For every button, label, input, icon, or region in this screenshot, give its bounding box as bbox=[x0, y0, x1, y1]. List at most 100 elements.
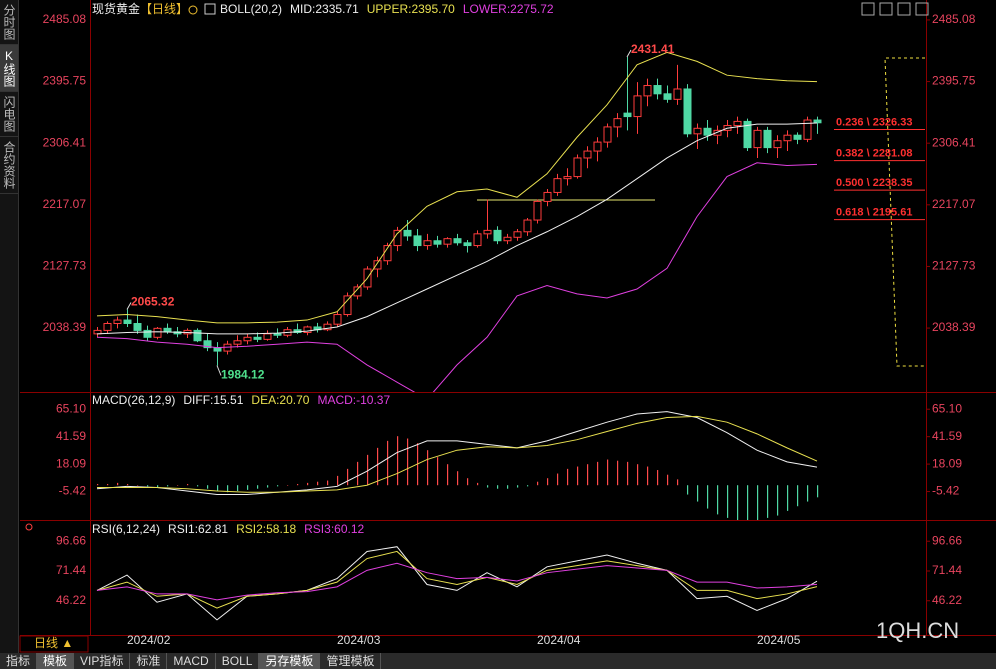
candle-body bbox=[433, 240, 442, 245]
macd-bar bbox=[527, 485, 529, 487]
candle-body bbox=[103, 323, 112, 331]
y-tick-label: 2127.73 bbox=[43, 259, 87, 273]
candle-body bbox=[413, 235, 422, 247]
indicator-name: BOLL(20,2) bbox=[220, 2, 282, 16]
macd-bar bbox=[817, 485, 819, 498]
candle-body bbox=[773, 140, 782, 149]
macd-bar bbox=[367, 454, 369, 486]
macd-bar bbox=[767, 485, 769, 518]
macd-bar bbox=[537, 481, 539, 486]
macd-bar bbox=[397, 436, 399, 486]
macd-bar bbox=[147, 485, 149, 487]
macd-bar bbox=[377, 447, 379, 486]
template-icon[interactable] bbox=[204, 3, 216, 15]
legend-entry: MACD:-10.37 bbox=[317, 393, 390, 407]
period-tab[interactable]: 日线 ▲ bbox=[34, 636, 73, 650]
candle-body bbox=[243, 336, 252, 342]
macd-bar bbox=[487, 485, 489, 488]
macd-bar bbox=[277, 485, 279, 487]
y-tick-label: 2217.07 bbox=[932, 197, 976, 211]
y-tick-label: 18.09 bbox=[932, 456, 962, 470]
candle-body bbox=[133, 323, 142, 331]
toolbar-button[interactable]: 标准 bbox=[130, 653, 168, 669]
sidebar-tab[interactable]: K线图 bbox=[0, 45, 18, 92]
macd-bar bbox=[597, 461, 599, 486]
toolbar-button[interactable]: VIP指标 bbox=[74, 653, 131, 669]
macd-bar bbox=[647, 466, 649, 486]
candle-body bbox=[693, 127, 702, 135]
indicator-name: RSI(6,12,24) bbox=[92, 522, 160, 536]
y-tick-label: 71.44 bbox=[932, 563, 962, 577]
candle-body bbox=[303, 326, 312, 333]
indicator-line bbox=[96, 162, 818, 392]
candle-body bbox=[543, 191, 552, 202]
legend-entry: DIFF:15.51 bbox=[183, 393, 243, 407]
toolbar-button[interactable]: 模板 bbox=[37, 653, 75, 669]
control-icon[interactable] bbox=[897, 2, 911, 16]
plot-area bbox=[93, 51, 822, 392]
y-tick-label: 2038.39 bbox=[932, 320, 976, 334]
x-tick-label: 2024/05 bbox=[757, 633, 801, 647]
price-label: 2431.41 bbox=[631, 42, 675, 56]
macd-bar bbox=[677, 479, 679, 486]
candle-body bbox=[813, 119, 822, 124]
control-icon[interactable] bbox=[879, 2, 893, 16]
candle-body bbox=[263, 333, 272, 340]
candle-body bbox=[593, 141, 602, 152]
macd-bar bbox=[637, 464, 639, 486]
legend-entry: RSI3:60.12 bbox=[304, 522, 364, 536]
candle-body bbox=[623, 112, 632, 118]
toolbar-button[interactable]: 另存模板 bbox=[259, 653, 321, 669]
price-label-leader bbox=[216, 365, 222, 376]
candle-body bbox=[743, 120, 752, 149]
control-icon[interactable] bbox=[915, 2, 929, 16]
y-tick-label: 71.44 bbox=[56, 563, 86, 577]
price-label: 2065.32 bbox=[131, 295, 175, 309]
settings-icon[interactable] bbox=[188, 5, 198, 15]
period-tab-box[interactable] bbox=[19, 635, 89, 653]
macd-bar bbox=[287, 485, 289, 486]
candle-body bbox=[273, 333, 282, 336]
macd-bar bbox=[737, 485, 739, 520]
candle-body bbox=[603, 126, 612, 143]
macd-bar bbox=[427, 450, 429, 486]
candle-body bbox=[443, 238, 452, 245]
macd-bar bbox=[177, 485, 179, 486]
macd-bar bbox=[557, 473, 559, 486]
macd-bar bbox=[697, 485, 699, 502]
candle-body bbox=[153, 327, 162, 338]
macd-bar bbox=[317, 481, 319, 486]
toolbar-button[interactable]: MACD bbox=[167, 653, 216, 669]
candle-body bbox=[323, 323, 332, 331]
macd-bar bbox=[547, 478, 549, 486]
y-tick-label: 46.22 bbox=[932, 593, 962, 607]
toolbar-button[interactable]: 管理模板 bbox=[320, 653, 382, 669]
legend-entry: LOWER:2275.72 bbox=[463, 2, 554, 16]
macd-bar bbox=[657, 470, 659, 486]
candle-body bbox=[653, 85, 662, 95]
toolbar-button[interactable]: BOLL bbox=[216, 653, 260, 669]
sidebar: 分时图 K线图 闪电图 合约资料 bbox=[0, 0, 19, 653]
sidebar-tab[interactable]: 闪电图 bbox=[0, 92, 18, 137]
macd-bar bbox=[777, 485, 779, 516]
candle-body bbox=[143, 329, 152, 338]
y-tick-label: 2306.41 bbox=[43, 135, 87, 149]
candle-body bbox=[633, 95, 642, 118]
toolbar-button[interactable]: 指标 bbox=[0, 653, 38, 669]
macd-bar bbox=[307, 482, 309, 486]
candle-body bbox=[483, 229, 492, 235]
macd-bar bbox=[127, 484, 129, 486]
macd-bar bbox=[567, 468, 569, 486]
indicator-line bbox=[96, 550, 818, 609]
macd-bar bbox=[257, 485, 259, 489]
control-icon[interactable] bbox=[861, 2, 875, 16]
candle-body bbox=[663, 93, 672, 100]
y-tick-label: 2395.75 bbox=[43, 74, 87, 88]
candle-body bbox=[553, 178, 562, 193]
macd-bar bbox=[137, 485, 139, 486]
candle-body bbox=[613, 118, 622, 128]
sidebar-tab[interactable]: 分时图 bbox=[0, 0, 18, 45]
candle-body bbox=[113, 319, 122, 325]
macd-bar bbox=[297, 484, 299, 486]
sidebar-tab[interactable]: 合约资料 bbox=[0, 137, 18, 194]
